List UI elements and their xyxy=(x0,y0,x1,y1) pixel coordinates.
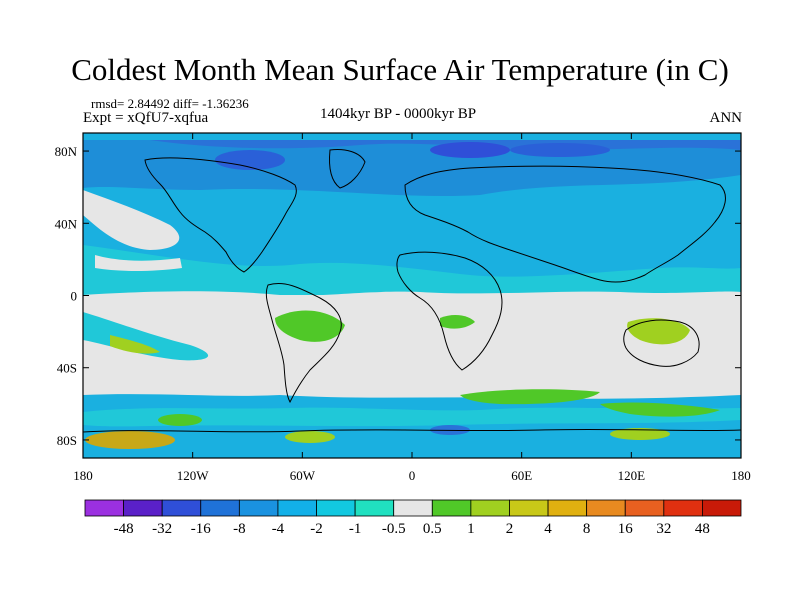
colorbar-label: -48 xyxy=(114,521,134,537)
colorbar-swatch xyxy=(200,499,240,517)
colorbar-swatch xyxy=(238,499,279,517)
y-tick-label: 80N xyxy=(55,144,78,159)
colorbar-swatch xyxy=(624,499,665,517)
colorbar-swatch xyxy=(277,499,317,517)
y-tick-label: 40N xyxy=(55,216,78,231)
colorbar-label: -0.5 xyxy=(382,521,406,537)
colorbar-label: 0.5 xyxy=(423,521,442,537)
colorbar: -48 -32 -16 -8 -4 -2 -1 -0.5 0.5 1 2 4 8 16 32 48 xyxy=(84,499,742,537)
stats-text: rmsd= 2.84492 diff= -1.36236 xyxy=(91,96,249,111)
map-title: Coldest Month Mean Surface Air Temperatu… xyxy=(71,52,729,87)
colorbar-label: 32 xyxy=(656,521,671,537)
colorbar-swatch xyxy=(586,499,626,517)
colorbar-label: 4 xyxy=(544,521,552,537)
x-tick-label: 60E xyxy=(511,468,532,483)
y-axis: 80N 40N 0 40S 80S xyxy=(55,144,741,448)
x-tick-label: 0 xyxy=(409,468,416,483)
colorbar-swatch xyxy=(663,499,703,517)
x-tick-label: 180 xyxy=(731,468,751,483)
colorbar-label: -4 xyxy=(272,521,285,537)
colorbar-swatch xyxy=(509,499,549,517)
colorbar-label: -1 xyxy=(349,521,362,537)
colorbar-label: -32 xyxy=(152,521,172,537)
colorbar-label: 16 xyxy=(618,521,634,537)
colorbar-swatch xyxy=(354,499,395,517)
colorbar-swatch xyxy=(84,499,124,517)
colorbar-swatch xyxy=(702,499,742,517)
colorbar-swatch xyxy=(547,499,588,517)
colorbar-label: 8 xyxy=(583,521,591,537)
colorbar-swatch xyxy=(161,499,202,517)
y-tick-label: 40S xyxy=(57,361,77,376)
period-text: 1404kyr BP - 0000kyr BP xyxy=(320,106,477,122)
colorbar-label: 1 xyxy=(467,521,475,537)
x-tick-label: 120E xyxy=(618,468,646,483)
colorbar-label: 2 xyxy=(506,521,514,537)
colorbar-label: -16 xyxy=(191,521,211,537)
colorbar-label: -2 xyxy=(310,521,323,537)
x-tick-label: 180 xyxy=(73,468,93,483)
experiment-text: Expt = xQfU7-xqfua xyxy=(83,110,209,126)
season-text: ANN xyxy=(709,110,743,126)
x-axis: 180 120W 60W 0 60E 120E 180 xyxy=(73,133,751,483)
colorbar-label: -8 xyxy=(233,521,246,537)
colorbar-swatch xyxy=(470,499,510,517)
y-tick-label: 0 xyxy=(71,289,78,304)
colorbar-swatch xyxy=(123,499,163,517)
y-tick-label: 80S xyxy=(57,433,77,448)
colorbar-swatch xyxy=(431,499,472,517)
colorbar-swatch xyxy=(316,499,356,517)
x-tick-label: 120W xyxy=(177,468,210,483)
colorbar-label: 48 xyxy=(695,521,710,537)
colorbar-swatch xyxy=(393,499,433,517)
temperature-field xyxy=(83,133,741,458)
coastlines xyxy=(83,149,741,433)
x-tick-label: 60W xyxy=(290,468,316,483)
